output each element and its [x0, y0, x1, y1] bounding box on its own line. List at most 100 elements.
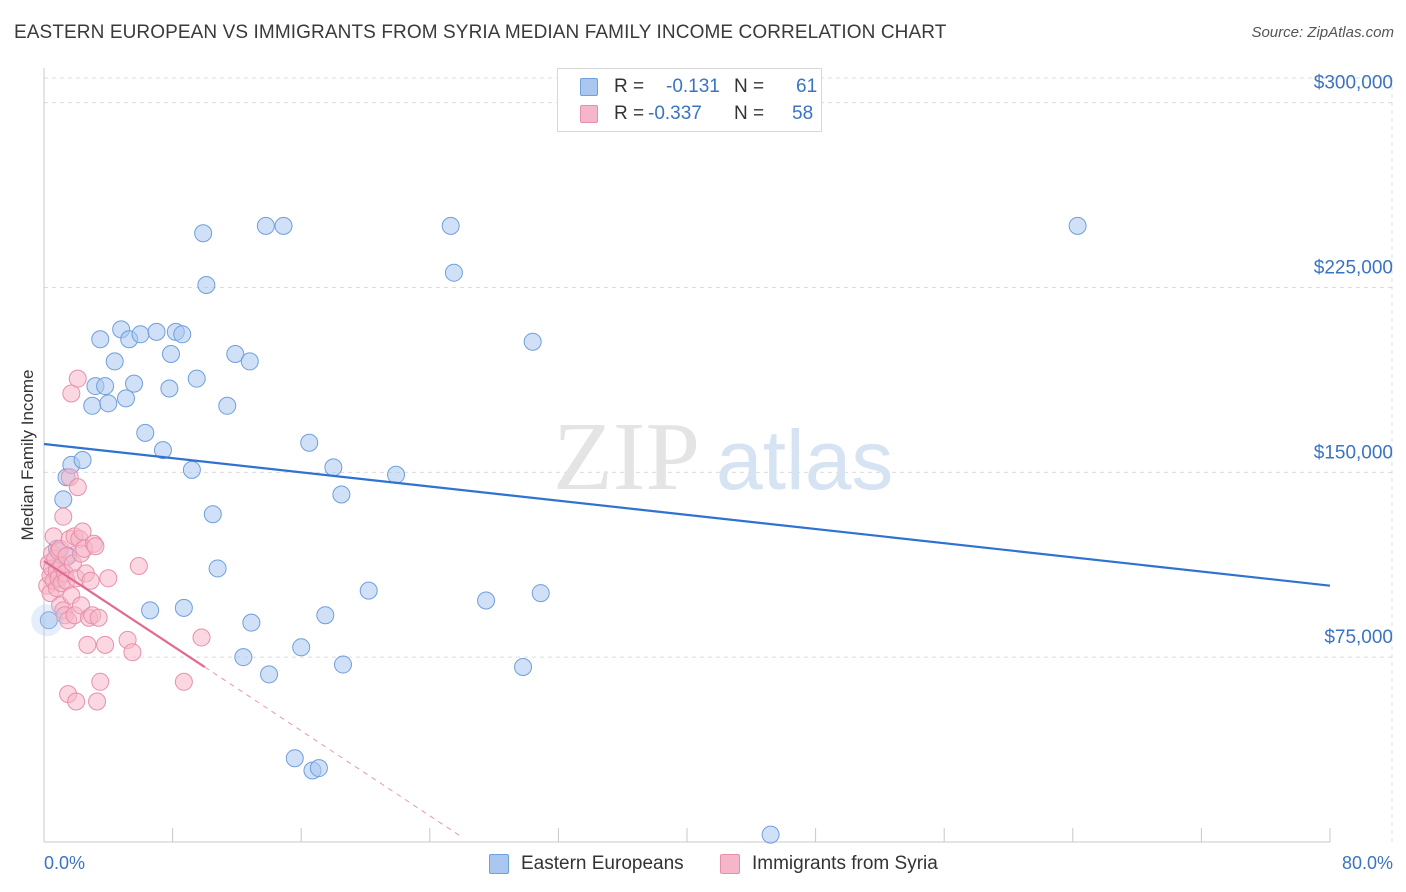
point-eastern-european	[39, 611, 58, 630]
point-eastern-european	[197, 276, 216, 295]
point-eastern-european	[174, 598, 193, 617]
y-tick-label: $75,000	[1324, 627, 1393, 648]
point-syria	[192, 628, 211, 647]
legend-n-label: N =	[734, 76, 765, 97]
point-eastern-european	[226, 345, 245, 364]
point-eastern-european	[316, 606, 335, 625]
y-tick-label: $150,000	[1314, 442, 1393, 463]
point-eastern-european	[309, 759, 328, 778]
legend-n-value: 58	[792, 103, 814, 124]
point-eastern-european	[153, 441, 172, 460]
bottom-legend-swatch-blue	[489, 854, 509, 874]
point-cluster-eastern-european	[31, 604, 64, 637]
point-eastern-european	[444, 263, 463, 282]
legend-swatch-blue	[580, 78, 598, 96]
point-eastern-european	[387, 465, 406, 484]
bottom-legend-swatch-pink	[720, 854, 740, 874]
point-eastern-european	[1068, 216, 1087, 235]
point-eastern-european	[523, 332, 542, 351]
point-eastern-european	[96, 377, 115, 396]
trend-lines	[43, 442, 1331, 838]
point-eastern-european	[256, 216, 275, 235]
point-eastern-european	[141, 601, 160, 620]
point-eastern-european	[208, 559, 227, 578]
watermark-atlas: atlas	[716, 413, 893, 507]
point-eastern-european	[332, 485, 351, 504]
point-eastern-european	[91, 330, 110, 349]
point-eastern-european	[136, 423, 155, 442]
y-axis-title: Median Family Income	[18, 369, 37, 540]
point-eastern-european	[531, 584, 550, 603]
point-syria	[91, 672, 110, 691]
data-points	[31, 216, 1087, 844]
axes	[43, 68, 1331, 843]
chart-source: Source: ZipAtlas.com	[1251, 24, 1394, 41]
point-eastern-european	[359, 581, 378, 600]
point-syria	[89, 608, 108, 627]
point-syria	[96, 635, 115, 654]
point-eastern-european	[441, 216, 460, 235]
point-syria	[54, 507, 73, 526]
point-eastern-european	[514, 658, 533, 677]
legend-r-value: -0.337	[648, 103, 702, 124]
point-eastern-european	[300, 433, 319, 452]
point-eastern-european	[285, 749, 304, 768]
point-syria	[123, 643, 142, 662]
trend-line-syria-extrapolated	[204, 666, 463, 838]
point-eastern-european	[194, 224, 213, 243]
legend-row-immigrants-from-syria: R = -0.337 N = 58	[580, 102, 820, 128]
point-eastern-european	[116, 389, 135, 408]
point-eastern-european	[240, 352, 259, 371]
legend-r-label: R =	[614, 76, 645, 97]
point-eastern-european	[131, 325, 150, 344]
point-eastern-european	[173, 325, 192, 344]
legend-swatch-pink	[580, 105, 598, 123]
point-eastern-european	[292, 638, 311, 657]
point-syria	[88, 692, 107, 711]
point-syria	[81, 571, 100, 590]
point-syria	[174, 672, 193, 691]
axis-labels: $75,000 $150,000 $225,000 $300,000 0.0% 80.0%…	[18, 73, 1393, 873]
point-eastern-european	[260, 665, 279, 684]
point-syria	[67, 692, 86, 711]
point-syria	[78, 635, 97, 654]
point-eastern-european	[761, 825, 780, 844]
point-eastern-european	[324, 458, 343, 477]
point-eastern-european	[73, 451, 92, 469]
y-tick-label: $300,000	[1314, 73, 1393, 94]
point-eastern-european	[234, 648, 253, 667]
legend-row-eastern-europeans: R = -0.131 N = 61	[580, 75, 820, 101]
trend-line-eastern-europeans	[43, 442, 1331, 587]
point-eastern-european	[333, 655, 352, 674]
point-eastern-european	[125, 374, 144, 393]
point-eastern-european	[477, 591, 496, 610]
bottom-legend-immigrants-from-syria: Immigrants from Syria	[720, 852, 960, 878]
point-syria	[68, 369, 87, 388]
point-eastern-european	[99, 394, 118, 413]
x-tick-label-min: 0.0%	[44, 853, 85, 873]
trend-line-syria	[43, 560, 206, 668]
point-eastern-european	[83, 396, 102, 415]
point-eastern-european	[105, 352, 124, 371]
legend-r-label: R =	[614, 103, 645, 124]
point-syria	[129, 556, 148, 575]
point-eastern-european	[274, 216, 293, 235]
point-eastern-european	[182, 460, 201, 479]
point-eastern-european	[242, 613, 261, 632]
point-syria	[99, 569, 118, 588]
watermark: ZIP atlas	[553, 403, 893, 511]
point-eastern-european	[54, 490, 73, 509]
point-syria	[68, 478, 87, 497]
bottom-legend-eastern-europeans: Eastern Europeans	[489, 852, 699, 878]
legend-n-label: N =	[734, 103, 765, 124]
point-eastern-european	[218, 396, 237, 415]
bottom-legend-label: Eastern Europeans	[521, 853, 684, 874]
point-syria	[86, 537, 105, 556]
legend-r-value: -0.131	[666, 76, 720, 97]
point-eastern-european	[161, 345, 180, 364]
watermark-zip: ZIP	[553, 403, 700, 511]
correlation-legend: R = -0.131 N = 61 R = -0.337 N = 58	[557, 68, 822, 132]
point-eastern-european	[160, 379, 179, 398]
bottom-legend-label: Immigrants from Syria	[752, 853, 938, 874]
